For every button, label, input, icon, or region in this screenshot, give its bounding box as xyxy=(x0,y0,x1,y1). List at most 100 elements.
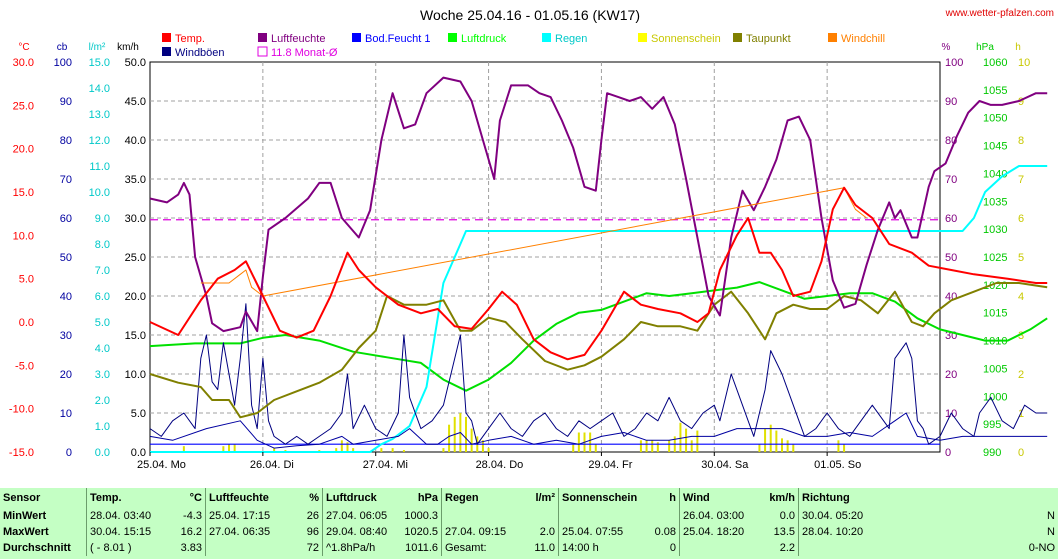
legend-label: Bod.Feucht 1 xyxy=(365,33,430,45)
series-line-luftfeuchte xyxy=(149,76,1048,333)
sunshine-bar xyxy=(335,448,338,452)
pressure-time: 29.04. 08:40 xyxy=(322,524,399,540)
axis-units: °C cb l/m² km/h% hPa h xyxy=(18,42,1020,53)
tick-label-pressure: 995 xyxy=(983,419,1001,431)
tick-label-sun: 8 xyxy=(1018,135,1024,147)
tick-label-rain: 9.0 xyxy=(95,213,110,225)
humidity-value: 26 xyxy=(306,510,319,522)
sunshine-bar xyxy=(402,450,405,452)
tick-label-pressure: 1060 xyxy=(983,57,1007,69)
legend-swatch xyxy=(542,33,551,42)
x-label: 01.05. So xyxy=(814,459,861,471)
temp-value: -4.3 xyxy=(183,510,202,522)
direction-time: 28.04. 10:20 xyxy=(798,524,975,540)
axis-unit-wind: km/h xyxy=(117,42,139,53)
tick-label-rain: 14.0 xyxy=(89,83,110,95)
sunshine-bar xyxy=(775,430,778,452)
sunshine-bar xyxy=(685,428,688,452)
header-wind-unit: km/h xyxy=(769,492,795,504)
stats-row: Durchschnitt ( - 8.01 ) 3.83 72 ^1.8hPa/… xyxy=(0,540,1058,556)
temp-value: 16.2 xyxy=(180,526,202,538)
sun-time: 25.04. 07:55 xyxy=(558,524,645,540)
sunshine-bar xyxy=(843,444,846,452)
tick-label-pressure: 1000 xyxy=(983,391,1007,403)
sunshine-bar xyxy=(651,440,654,452)
humidity-value: 72 xyxy=(306,542,319,554)
chart-title: Woche 25.04.16 - 01.05.16 (KW17) xyxy=(420,7,640,23)
temp-time: 28.04. 03:40 xyxy=(86,508,165,524)
tick-label-humidity: 0 xyxy=(945,447,951,459)
tick-label-wind: 10.0 xyxy=(125,369,146,381)
tick-label-wind: 15.0 xyxy=(125,330,146,342)
tick-label-humidity: 70 xyxy=(945,174,957,186)
series-line-windchill xyxy=(200,187,867,297)
legend-swatch xyxy=(638,33,647,42)
pressure-value: 1000.3 xyxy=(404,510,438,522)
tick-label-cb: 60 xyxy=(60,213,72,225)
tick-label-sun: 1 xyxy=(1018,408,1024,420)
sunshine-bar xyxy=(764,428,767,452)
sunshine-bar xyxy=(769,424,772,452)
temp-value: 3.83 xyxy=(180,542,202,554)
tick-label-cb: 40 xyxy=(60,291,72,303)
sunshine-bar xyxy=(273,448,276,452)
tick-label-rain: 6.0 xyxy=(95,291,110,303)
legend-label: Windböen xyxy=(175,47,225,59)
x-label: 26.04. Di xyxy=(250,459,294,471)
tick-label-temp: 5.0 xyxy=(19,274,34,286)
series-line-taupunkt xyxy=(149,282,1048,419)
tick-label-sun: 5 xyxy=(1018,252,1024,264)
tick-label-pressure: 1030 xyxy=(983,224,1007,236)
temp-time: 30.04. 15:15 xyxy=(86,524,165,540)
stats-row: MaxWert 30.04. 15:15 16.2 27.04. 06:35 9… xyxy=(0,524,1058,540)
sun-value: 0 xyxy=(669,542,676,554)
tick-label-wind: 35.0 xyxy=(125,174,146,186)
legend-swatch xyxy=(162,47,171,56)
tick-label-sun: 4 xyxy=(1018,291,1024,303)
direction-value: N xyxy=(1047,510,1055,522)
sun-time: 14:00 h xyxy=(558,540,645,556)
tick-label-cb: 20 xyxy=(60,369,72,381)
tick-label-pressure: 990 xyxy=(983,447,1001,459)
tick-label-wind: 20.0 xyxy=(125,291,146,303)
sunshine-bar xyxy=(346,442,349,452)
legend-label: 11.8 Monat-Ø xyxy=(271,47,338,59)
tick-label-humidity: 100 xyxy=(945,57,963,69)
axis-unit-sun: h xyxy=(1015,42,1021,53)
tick-label-rain: 15.0 xyxy=(89,57,110,69)
stats-table: Sensor Temp. °C Luftfeuchte % Luftdruck … xyxy=(0,488,1058,556)
legend-label: Taupunkt xyxy=(746,33,791,45)
sun-time xyxy=(558,508,645,524)
legend-swatch xyxy=(448,33,457,42)
pressure-value: 1011.6 xyxy=(405,542,438,554)
sunshine-bar xyxy=(679,422,682,452)
sunshine-bar xyxy=(182,446,185,452)
tick-label-cb: 80 xyxy=(60,135,72,147)
header-humidity: Luftfeuchte xyxy=(205,488,290,508)
tick-label-humidity: 50 xyxy=(945,252,957,264)
axis-unit-pressure: hPa xyxy=(976,42,994,53)
x-axis-labels: 25.04. Mo 26.04. Di 27.04. Mi 28.04. Do 29.0… xyxy=(137,452,861,471)
weather-chart: Woche 25.04.16 - 01.05.16 (KW17) www.wet… xyxy=(9,7,1054,471)
wind-time: 26.04. 03:00 xyxy=(679,508,756,524)
tick-label-temp: 30.0 xyxy=(13,57,34,69)
sunshine-bar xyxy=(758,444,761,452)
tick-label-humidity: 60 xyxy=(945,213,957,225)
tick-label-pressure: 1035 xyxy=(983,196,1007,208)
rain-value: 2.0 xyxy=(539,526,555,538)
tick-label-rain: 7.0 xyxy=(95,265,110,277)
sunshine-bar xyxy=(352,448,355,452)
wind-value: 0.0 xyxy=(779,510,795,522)
site-link[interactable]: www.wetter-pfalzen.com xyxy=(945,8,1054,19)
stats-header-row: Sensor Temp. °C Luftfeuchte % Luftdruck … xyxy=(0,488,1058,508)
header-direction: Richtung xyxy=(798,488,1058,508)
header-humidity-unit: % xyxy=(309,492,319,504)
x-label: 27.04. Mi xyxy=(363,459,408,471)
axis-unit-temp: °C xyxy=(18,42,29,53)
sunshine-bar xyxy=(228,444,230,452)
tick-label-cb: 90 xyxy=(60,96,72,108)
tick-label-temp: 15.0 xyxy=(13,187,34,199)
series-line-regen xyxy=(150,165,1048,453)
row-label: MaxWert xyxy=(3,526,49,538)
legend-label: Regen xyxy=(555,33,587,45)
